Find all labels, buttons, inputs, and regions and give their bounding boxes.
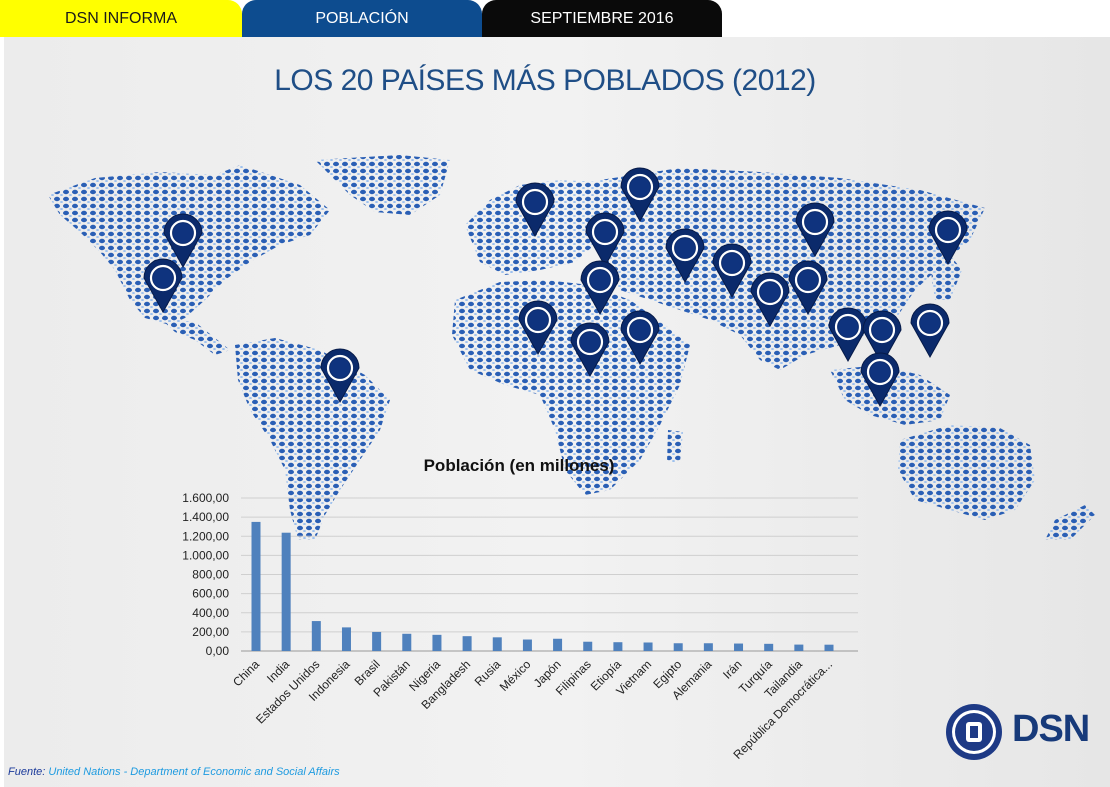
bar xyxy=(281,532,291,651)
y-tick-label: 0,00 xyxy=(206,644,230,658)
bar xyxy=(583,641,593,651)
map-pin-icon xyxy=(712,243,752,299)
map-pin-icon xyxy=(928,210,968,266)
tab-poblacion: POBLACIÓN xyxy=(242,0,482,37)
map-pin-icon xyxy=(862,310,902,366)
map-pin-icon xyxy=(163,213,203,269)
tab-date: SEPTIEMBRE 2016 xyxy=(482,0,722,37)
x-tick-label: China xyxy=(230,657,262,689)
y-tick-label: 1.400,00 xyxy=(182,510,229,524)
bar xyxy=(432,634,442,651)
bar xyxy=(372,631,382,651)
map-pin-icon xyxy=(585,212,625,268)
map-pin-icon xyxy=(665,228,705,284)
bar xyxy=(492,637,502,651)
map-pin-icon xyxy=(620,310,660,366)
continent-new-zealand xyxy=(1045,505,1095,540)
bar xyxy=(251,521,261,651)
chart-title: Población (en millones) xyxy=(424,456,615,475)
map-pin-icon xyxy=(750,272,790,328)
bar xyxy=(341,627,351,651)
map-pin-icon xyxy=(515,182,555,238)
bar xyxy=(673,643,683,651)
y-tick-label: 800,00 xyxy=(192,568,229,582)
bar xyxy=(522,639,532,651)
map-pin-icon xyxy=(788,260,828,316)
bar xyxy=(794,644,804,651)
map-pin-icon xyxy=(860,352,900,408)
source-text: United Nations - Department of Economic … xyxy=(48,766,340,778)
y-tick-label: 1.000,00 xyxy=(182,548,229,562)
y-tick-label: 200,00 xyxy=(192,625,229,639)
map-pin-icon xyxy=(570,322,610,378)
bar xyxy=(764,643,774,651)
source-label: Fuente: xyxy=(8,766,46,778)
y-tick-label: 1.200,00 xyxy=(182,529,229,543)
map-pins xyxy=(143,167,968,408)
bar xyxy=(613,642,623,651)
chart-bars xyxy=(251,521,834,651)
y-tick-label: 600,00 xyxy=(192,587,229,601)
chart-gridlines xyxy=(241,497,858,652)
continent-southeast-asia xyxy=(830,365,950,425)
tab-dsn-informa: DSN INFORMA xyxy=(0,0,242,37)
continent-south-america xyxy=(235,338,390,540)
map-pin-icon xyxy=(828,307,868,363)
y-tick-label: 1.600,00 xyxy=(182,491,229,505)
bar xyxy=(402,633,412,651)
bar xyxy=(824,644,834,651)
map-pin-icon xyxy=(518,300,558,356)
bar xyxy=(703,643,713,651)
y-tick-label: 400,00 xyxy=(192,606,229,620)
bar xyxy=(643,642,653,651)
bar xyxy=(462,636,472,651)
map-pin-icon xyxy=(620,167,660,223)
continent-greenland xyxy=(315,155,450,215)
page-title: LOS 20 PAÍSES MÁS POBLADOS (2012) xyxy=(274,64,816,97)
source-note: Fuente: United Nations - Department of E… xyxy=(8,766,340,778)
dsn-emblem-icon xyxy=(946,704,1002,760)
map-pin-icon xyxy=(580,260,620,316)
continent-central-america xyxy=(160,318,230,355)
bar xyxy=(553,638,563,651)
continent-australia xyxy=(898,425,1035,520)
header-tabs: DSN INFORMA POBLACIÓN SEPTIEMBRE 2016 xyxy=(0,0,1110,37)
map-pin-icon xyxy=(320,348,360,404)
continent-japan xyxy=(930,255,962,300)
chart-y-ticks: 0,00 200,00 400,00 600,00 800,00 1.000,00 1.20… xyxy=(182,491,229,658)
x-tick-label: México xyxy=(497,657,534,694)
map-pin-icon xyxy=(143,258,183,314)
bar xyxy=(734,643,744,651)
map-pin-icon xyxy=(795,202,835,258)
dsn-logo-text: DSN xyxy=(1012,708,1090,750)
continent-madagascar xyxy=(667,430,683,462)
bar xyxy=(311,621,321,651)
x-tick-label: Irán xyxy=(720,657,745,682)
map-pin-icon xyxy=(910,303,950,359)
